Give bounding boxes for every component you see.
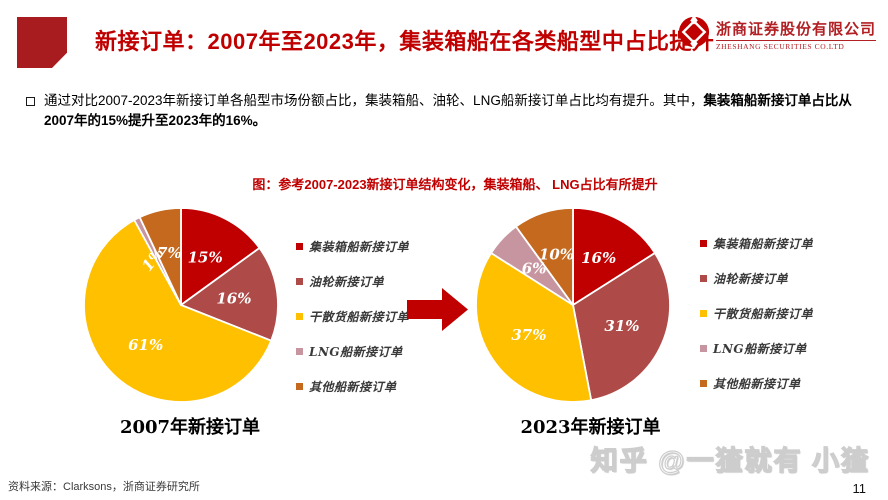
legend-item: 干散货船新接订单	[296, 299, 409, 334]
legend-label: LNG船新接订单	[713, 342, 807, 356]
page-title: 新接订单：2007年至2023年，集装箱船在各类船型中占比提升	[95, 29, 715, 54]
pie-caption-2023: 2023年新接订单	[520, 417, 661, 438]
legend-swatch-icon	[296, 243, 303, 250]
legend-label: 干散货船新接订单	[309, 310, 410, 324]
pie-slice-label: 16%	[216, 289, 251, 307]
legend-item: LNG船新接订单	[296, 334, 409, 369]
pie-slice-label: 61%	[128, 336, 163, 354]
pie-slice-label: 37%	[511, 326, 546, 344]
legend-label: 集装箱船新接订单	[713, 237, 814, 251]
pie-caption-2007: 2007年新接订单	[119, 417, 261, 438]
pie-slice	[475, 252, 593, 403]
legend-swatch-icon	[296, 383, 303, 390]
pie-slice	[515, 207, 574, 306]
pie-slice	[83, 219, 273, 403]
header-accent-block	[17, 17, 67, 68]
legend-label: 干散货船新接订单	[713, 307, 814, 321]
legend-swatch-icon	[296, 348, 303, 355]
pie-slice	[180, 247, 279, 342]
page-number: 11	[852, 481, 867, 496]
legend-2023: 集装箱船新接订单 油轮新接订单干散货船新接订单 LNG船新接订单 其他船新接订单	[700, 226, 813, 401]
summary-paragraph: 通过对比2007-2023年新接订单各船型市场份额占比，集装箱船、油轮、LNG船…	[44, 91, 866, 131]
legend-item: 油轮新接订单	[700, 261, 813, 296]
legend-label: LNG船新接订单	[309, 345, 403, 359]
pie-slice	[180, 207, 261, 306]
legend-item: 集装箱船新接订单	[296, 229, 409, 264]
legend-item: 油轮新接订单	[296, 264, 409, 299]
right-arrow-icon	[407, 286, 470, 333]
pie-slice-label: 10%	[539, 245, 574, 263]
pie-slice-label: 15%	[188, 249, 223, 267]
legend-swatch-icon	[700, 380, 707, 387]
summary-text-bold: 集装箱船新接订单占比从2007年的15%提升至2023年的16%。	[44, 93, 852, 128]
legend-label: 油轮新接订单	[309, 275, 385, 289]
pie-slice-label: 31%	[604, 317, 639, 335]
legend-label: 油轮新接订单	[713, 272, 789, 286]
legend-item: 干散货船新接订单	[700, 296, 813, 331]
company-name-cn: 浙商证券股份有限公司	[715, 18, 876, 41]
legend-2007: 集装箱船新接订单 油轮新接订单干散货船新接订单 LNG船新接订单 其他船新接订单	[296, 229, 409, 404]
legend-label: 集装箱船新接订单	[309, 240, 410, 254]
pie-slice	[572, 207, 656, 306]
company-logo: 浙商证券股份有限公司 ZHESHANG SECURITIES CO.LTD	[677, 15, 876, 54]
pie-slice-label: 16%	[581, 249, 616, 267]
pie-slice-label: 7%	[157, 244, 182, 262]
legend-label: 其他船新接订单	[309, 380, 397, 394]
pie-slice	[572, 252, 671, 402]
legend-swatch-icon	[700, 240, 707, 247]
legend-swatch-icon	[296, 278, 303, 285]
company-name-en: ZHESHANG SECURITIES CO.LTD	[715, 42, 845, 51]
pie-slice	[138, 207, 182, 306]
zheshang-knot-icon	[677, 15, 711, 54]
legend-swatch-icon	[700, 310, 707, 317]
company-name: 浙商证券股份有限公司 ZHESHANG SECURITIES CO.LTD	[715, 18, 876, 51]
pie-slice-label: 6%	[522, 260, 547, 278]
bullet-square-icon	[26, 97, 35, 106]
legend-swatch-icon	[296, 313, 303, 320]
legend-item: 其他船新接订单	[296, 369, 409, 404]
legend-item: LNG船新接订单	[700, 331, 813, 366]
legend-item: 集装箱船新接订单	[700, 226, 813, 261]
pie-chart-2023: 16% 31% 37% 6%10%	[475, 207, 671, 403]
summary-text: 通过对比2007-2023年新接订单各船型市场份额占比，集装箱船、油轮、LNG船…	[44, 93, 704, 108]
pie-chart-2007: 15%16%61%1%7%	[83, 207, 279, 403]
watermark: 知乎 @一猹就有 小猹	[590, 445, 870, 476]
legend-label: 其他船新接订单	[713, 377, 801, 391]
legend-swatch-icon	[700, 345, 707, 352]
legend-swatch-icon	[700, 275, 707, 282]
figure-title: 图：参考2007-2023新接订单结构变化，集装箱船、 LNG占比有所提升	[252, 177, 658, 192]
source-note: 资料来源：Clarksons，浙商证券研究所	[8, 481, 200, 493]
legend-item: 其他船新接订单	[700, 366, 813, 401]
